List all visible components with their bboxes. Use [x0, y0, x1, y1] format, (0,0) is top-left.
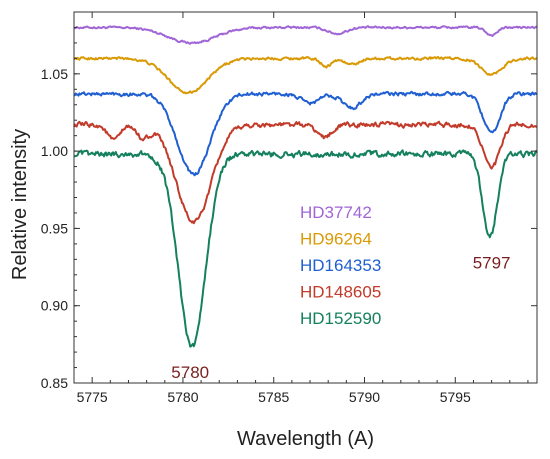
y-tick-label: 1.05 [41, 66, 68, 82]
x-tick-label: 5775 [77, 389, 108, 405]
y-axis-title: Relative intensity [9, 129, 31, 280]
legend-entry-hd152590: HD152590 [300, 309, 381, 328]
series-line-hd96264 [73, 55, 538, 95]
legend-entry-hd164353: HD164353 [300, 256, 381, 275]
x-tick-label: 5790 [349, 389, 380, 405]
y-tick-label: 0.85 [41, 375, 68, 391]
series-line-hd37742 [73, 25, 538, 45]
x-tick-label: 5785 [258, 389, 289, 405]
series-line-hd148605 [73, 120, 538, 225]
y-tick-label: 1.00 [41, 143, 68, 159]
y-tick-label: 0.90 [41, 298, 68, 314]
x-tick-label: 5780 [167, 389, 198, 405]
series-line-hd152590 [73, 149, 538, 348]
legend-entry-hd37742: HD37742 [300, 203, 372, 222]
band-label: 5797 [473, 253, 511, 272]
x-axis-title: Wavelength (A) [237, 428, 374, 450]
axis-ticks: 5775 5780 5785 5790 5795 0.85 0.90 0.95 1.00 1.05 [41, 12, 537, 405]
y-tick-label: 0.95 [41, 220, 68, 236]
x-tick-label: 5795 [440, 389, 471, 405]
series-layer [73, 25, 538, 348]
annotations: 5780 5797 [171, 253, 510, 382]
legend-entry-hd96264: HD96264 [300, 230, 372, 249]
band-label: 5780 [171, 363, 209, 382]
legend-entry-hd148605: HD148605 [300, 283, 381, 302]
series-line-hd164353 [73, 90, 538, 177]
legend: HD37742 HD96264 HD164353 HD148605 HD152590 [300, 203, 381, 328]
